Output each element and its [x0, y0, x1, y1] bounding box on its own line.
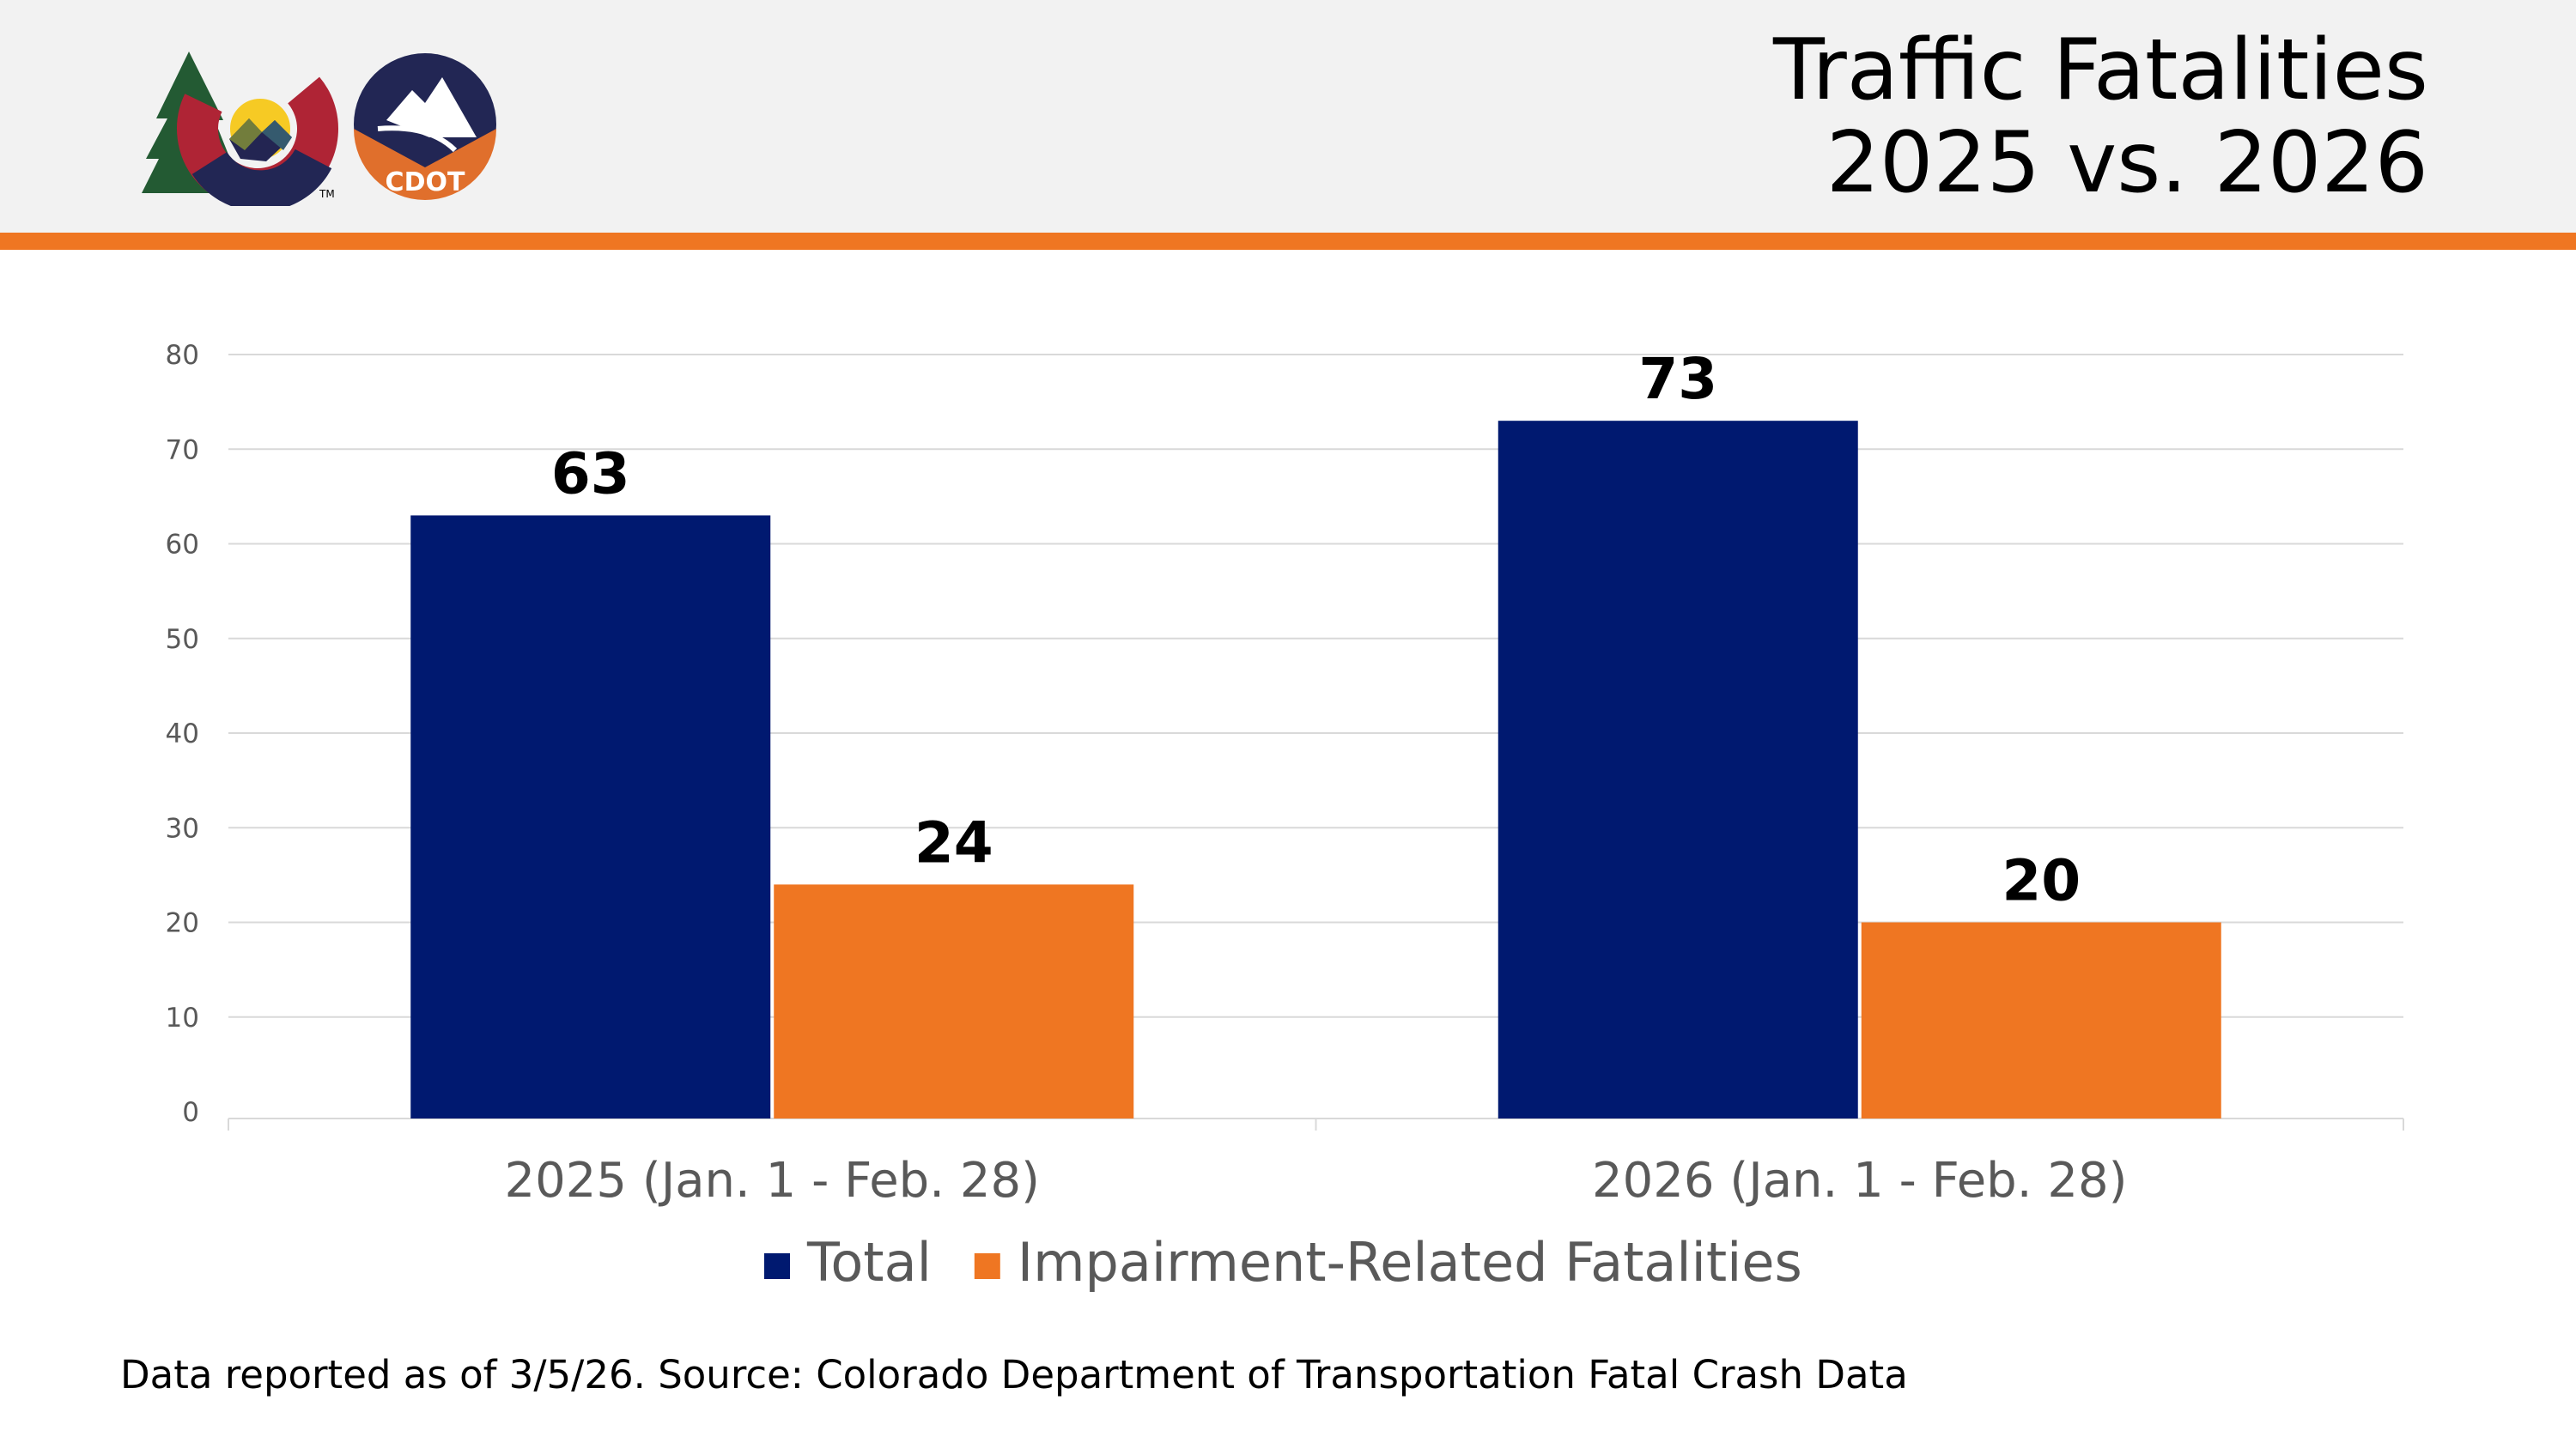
- legend-swatch: [764, 1253, 790, 1279]
- y-tick-label: 40: [166, 718, 199, 749]
- logos: TM CDOT: [137, 43, 507, 212]
- bar: [410, 515, 771, 1119]
- data-label: 20: [2002, 848, 2081, 914]
- y-tick-label: 50: [166, 624, 199, 655]
- bar: [774, 884, 1134, 1119]
- bar: [1498, 421, 1858, 1119]
- svg-text:CDOT: CDOT: [386, 167, 465, 197]
- y-tick-label: 30: [166, 813, 199, 844]
- svg-text:TM: TM: [319, 188, 335, 200]
- y-tick-label: 20: [166, 908, 199, 939]
- category-label: 2025 (Jan. 1 - Feb. 28): [505, 1153, 1040, 1209]
- source-note: Data reported as of 3/5/26. Source: Colo…: [120, 1352, 1908, 1397]
- legend-label: Impairment-Related Fatalities: [1018, 1231, 1802, 1294]
- data-label: 73: [1638, 346, 1717, 412]
- data-label: 24: [914, 809, 993, 876]
- y-tick-label: 80: [166, 340, 199, 371]
- page-title: Traffic Fatalities 2025 vs. 2026: [1773, 24, 2428, 209]
- category-label: 2026 (Jan. 1 - Feb. 28): [1592, 1153, 2127, 1209]
- legend-label: Total: [806, 1231, 932, 1294]
- title-line-2: 2025 vs. 2026: [1826, 114, 2428, 212]
- title-line-1: Traffic Fatalities: [1773, 21, 2428, 119]
- cdot-logo: CDOT: [354, 53, 496, 200]
- y-tick-label: 60: [166, 530, 199, 561]
- bar: [1861, 922, 2221, 1119]
- accent-bar: [0, 233, 2576, 250]
- y-tick-label: 70: [166, 434, 199, 465]
- y-tick-label: 0: [182, 1097, 199, 1128]
- legend-swatch: [974, 1253, 1000, 1279]
- y-tick-label: 10: [166, 1003, 199, 1034]
- data-label: 63: [551, 440, 630, 506]
- colorado-logo: TM CDOT: [142, 48, 496, 212]
